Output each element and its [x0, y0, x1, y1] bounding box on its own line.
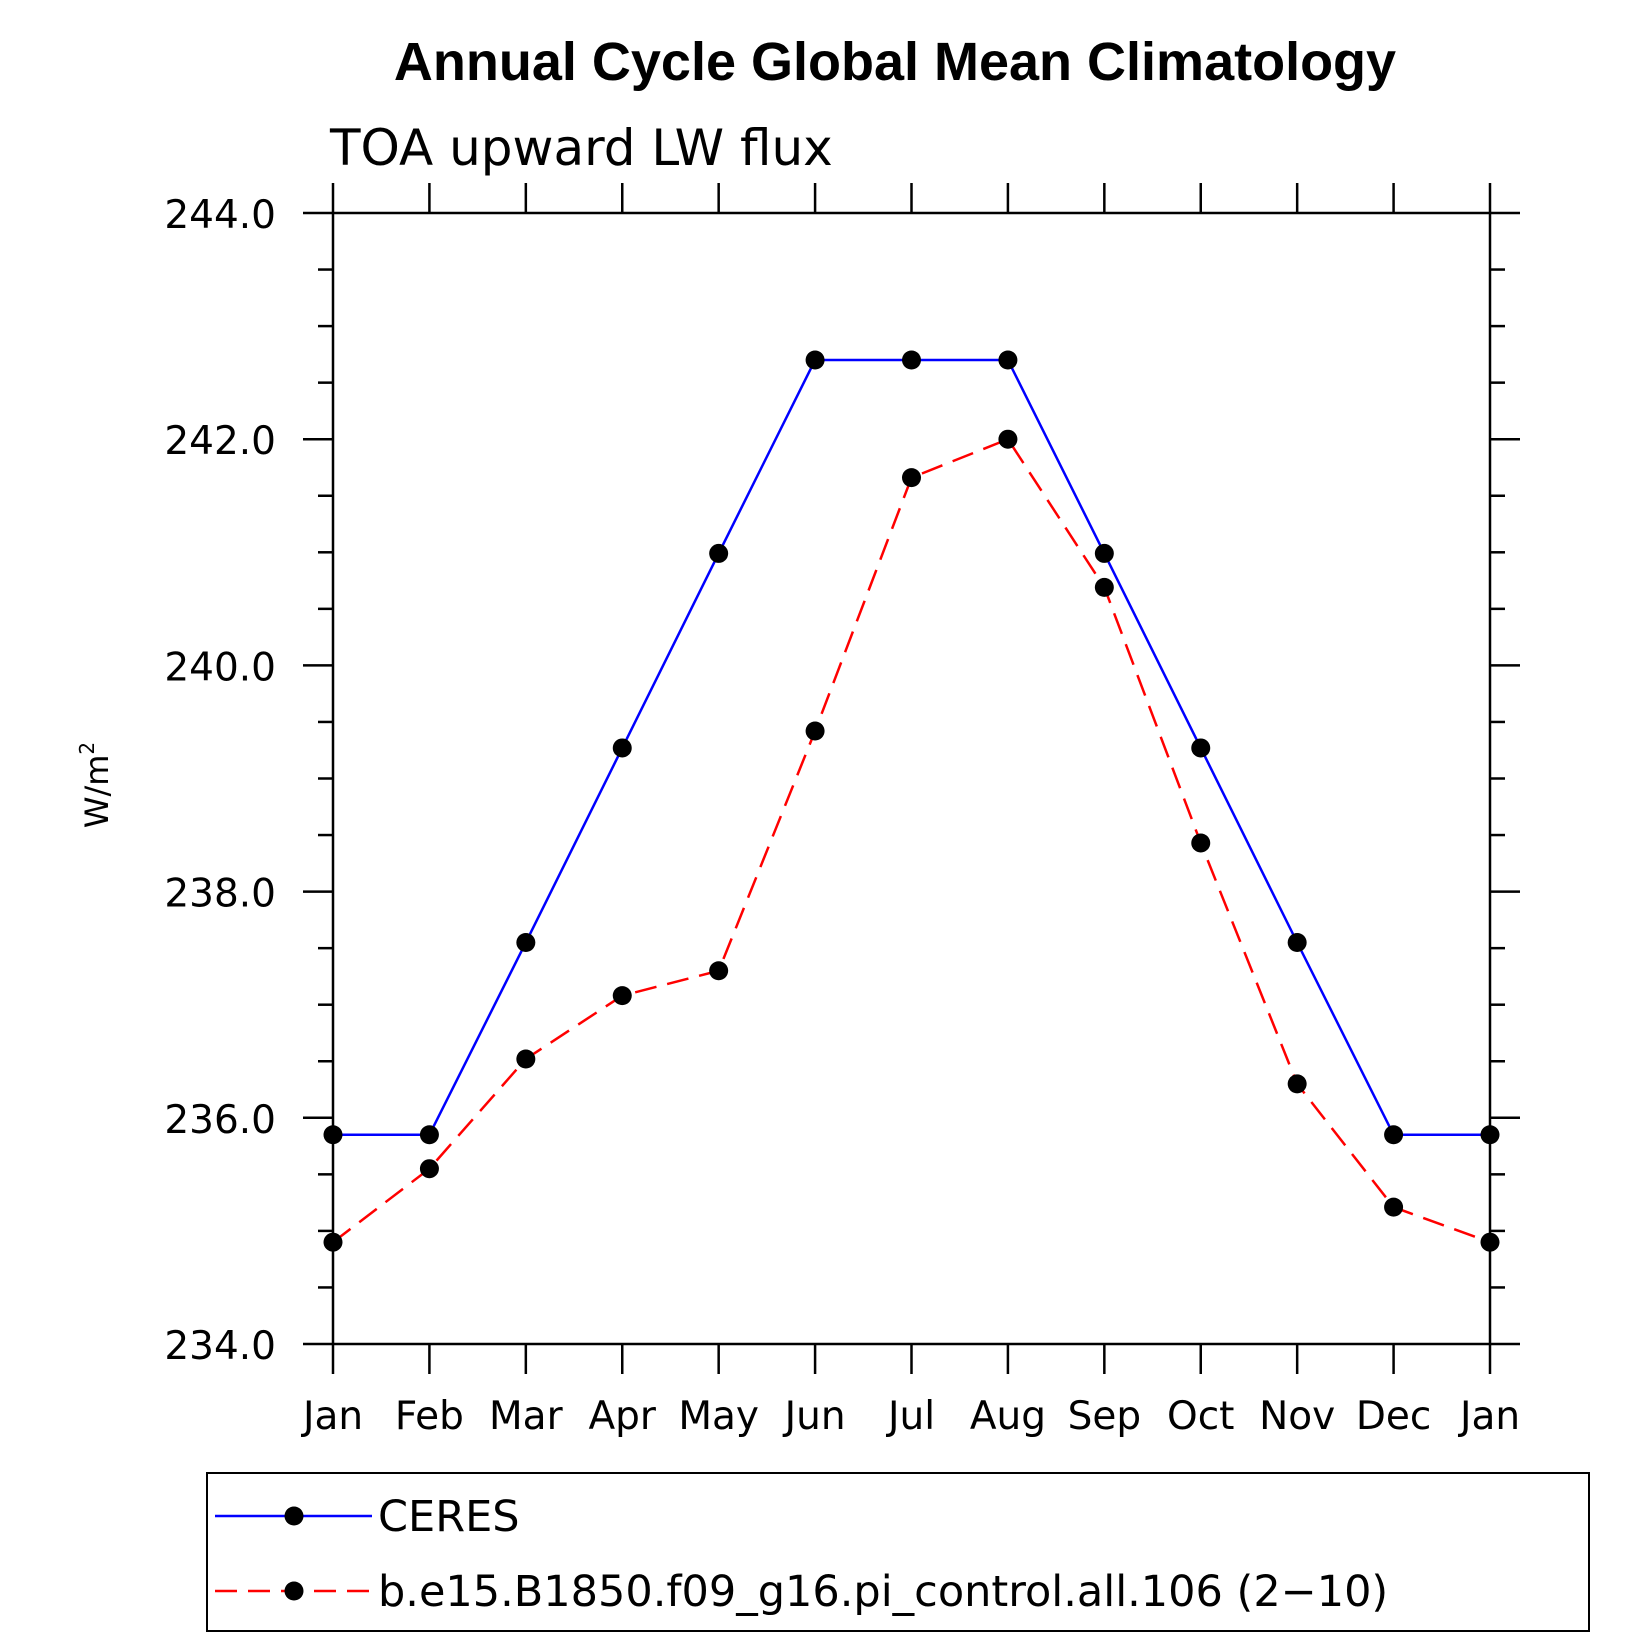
data-point: [709, 961, 729, 981]
legend: CERES b.e15.B1850.f09_g16.pi_control.all.…: [206, 1472, 1590, 1632]
x-tick-label: Jul: [885, 1394, 935, 1439]
legend-marker: [284, 1581, 304, 1601]
plot-axes: 244.0 242.0 240.0 238.0 236.0 234.0 Jan Feb Mar A…: [164, 183, 1520, 1439]
plot-frame: [331, 211, 1492, 1346]
legend-label: b.e15.B1850.f09_g16.pi_control.all.106 (…: [378, 1567, 1388, 1617]
y-tick-label: 238.0: [164, 872, 276, 917]
data-point: [805, 721, 825, 741]
data-point: [902, 350, 921, 370]
chart-subtitle: TOA upward LW flux: [329, 119, 833, 177]
y-tick-label: 234.0: [164, 1324, 276, 1369]
chart-title: Annual Cycle Global Mean Climatology: [394, 32, 1396, 92]
x-tick-label: Apr: [589, 1394, 657, 1439]
x-tick-label: May: [678, 1394, 759, 1439]
y-axis-label-superscript: 2: [75, 742, 99, 755]
data-point: [1287, 1074, 1307, 1094]
data-point: [419, 1159, 439, 1179]
data-point: [1384, 1125, 1404, 1145]
x-tick-label: Nov: [1259, 1394, 1335, 1439]
y-axis-label-unit: W/m: [78, 755, 116, 829]
series-line: [332, 437, 1491, 1244]
y-tick-label: 242.0: [164, 419, 276, 464]
x-tick-label: Sep: [1068, 1394, 1142, 1439]
data-point: [709, 543, 729, 563]
x-tick-label: Dec: [1356, 1394, 1431, 1439]
x-tick-label: Jan: [300, 1394, 363, 1439]
data-point: [998, 429, 1018, 449]
data-point: [805, 350, 825, 370]
x-tick-label: Jan: [1457, 1394, 1520, 1439]
legend-label: CERES: [378, 1492, 520, 1542]
data-point: [1094, 543, 1114, 563]
legend-marker: [284, 1506, 304, 1526]
data-point: [419, 1125, 439, 1145]
data-point: [902, 468, 921, 488]
data-point: [1094, 577, 1114, 597]
series-layer: [323, 350, 1500, 1252]
data-point: [516, 932, 536, 952]
data-point: [516, 1049, 536, 1069]
x-tick-label: Aug: [970, 1394, 1046, 1439]
y-tick-label: 236.0: [164, 1098, 276, 1143]
x-tick-label: Oct: [1167, 1394, 1234, 1439]
x-tick-label: Mar: [489, 1394, 564, 1439]
x-tick-label: Feb: [395, 1394, 464, 1439]
data-point: [1191, 833, 1211, 853]
data-point: [1191, 738, 1211, 758]
y-axis-label: W/m2: [75, 742, 116, 828]
y-tick-label: 244.0: [164, 193, 276, 238]
legend-box: [206, 1472, 1590, 1632]
data-point: [1384, 1197, 1404, 1217]
x-tick-label: Jun: [782, 1394, 846, 1439]
data-point: [1287, 932, 1307, 952]
data-point: [612, 738, 632, 758]
data-point: [612, 986, 632, 1006]
data-point: [998, 350, 1018, 370]
y-tick-label: 240.0: [164, 645, 276, 690]
